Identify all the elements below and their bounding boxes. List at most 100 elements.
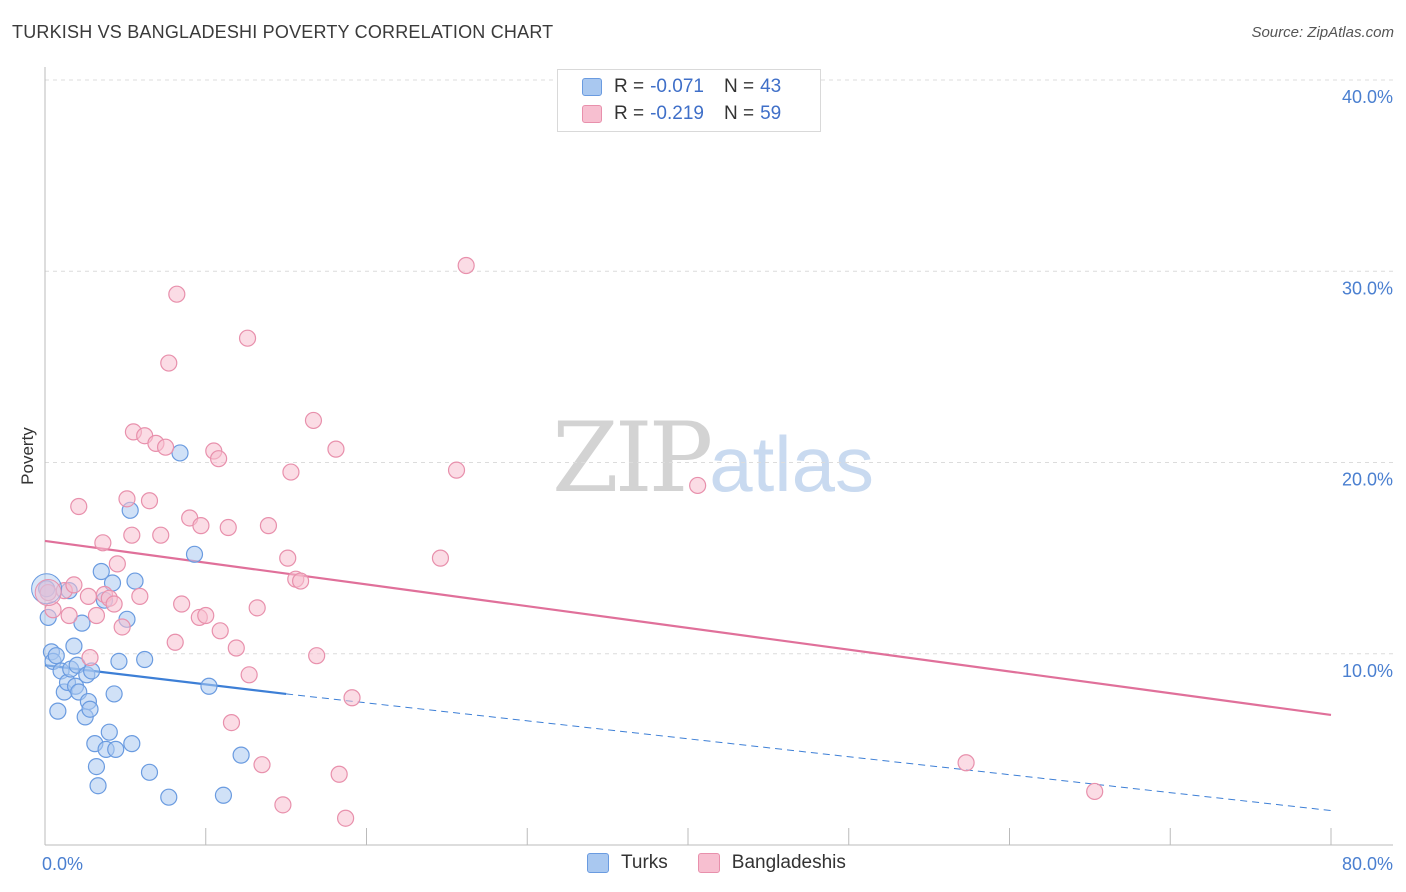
y-tick-label: 30.0% [1342, 278, 1393, 298]
turks-point [214, 786, 233, 804]
series-legend: Turks Bangladeshis [587, 852, 876, 874]
bangladeshis-point [253, 756, 271, 774]
bangladeshis-point [343, 689, 361, 707]
watermark-atlas: atlas [709, 420, 874, 508]
chart-title: TURKISH VS BANGLADESHI POVERTY CORRELATI… [12, 22, 554, 42]
tick-labels: 10.0% 20.0% 30.0% 40.0% 0.0% 80.0% [42, 87, 1393, 874]
bangladeshis-point [219, 518, 237, 537]
bangladeshis-point [210, 450, 228, 468]
source-label: Source: ZipAtlas.com [1251, 24, 1394, 41]
bangladeshis-point [227, 639, 245, 657]
legend-swatch-turks [582, 78, 602, 96]
legend-n-value: 59 [760, 103, 782, 124]
bangladeshis-point [240, 666, 258, 684]
bangladeshis-point [65, 576, 83, 594]
turks-point [100, 723, 118, 741]
bangladeshis-point [131, 587, 149, 605]
turks-trend-extension [286, 693, 1332, 812]
bangladeshis-point [156, 438, 175, 456]
legend-r-label: R = [614, 103, 645, 124]
legend-swatch-bangladeshis [697, 853, 720, 873]
legend-row-bangladeshis: R = -0.219 N = 59 [582, 102, 781, 126]
turks-point [160, 788, 178, 806]
bangladeshis-point [60, 606, 78, 625]
x-tick-label: 0.0% [42, 854, 83, 874]
legend-r-value: -0.071 [650, 76, 704, 97]
bangladeshis-point [79, 587, 98, 605]
bangladeshis-point [173, 595, 191, 613]
bangladeshis-point [87, 606, 106, 625]
y-tick-label: 40.0% [1342, 87, 1393, 107]
bangladeshis-point [327, 440, 345, 458]
legend-n-value: 43 [760, 76, 782, 97]
correlation-legend: R = -0.071 N = 43 R = -0.219 N = 59 [557, 69, 821, 132]
turks-point [126, 572, 144, 590]
y-tick-label: 10.0% [1342, 661, 1393, 681]
turks-point [136, 650, 154, 669]
bangladeshis-point [192, 517, 210, 535]
bangladeshis-point [81, 648, 99, 667]
turks-point [92, 562, 110, 581]
bangladeshis-point [274, 796, 292, 814]
bangladeshis-point [304, 411, 323, 430]
watermark-zip: ZIP [552, 402, 713, 514]
bangladeshis-point [238, 329, 257, 347]
bangladeshis-point [248, 599, 266, 617]
data-points [31, 256, 1104, 827]
bangladeshis-point [118, 490, 136, 508]
legend-label-bangladeshis: Bangladeshis [731, 852, 846, 873]
turks-point [89, 777, 107, 795]
turks-point [185, 545, 204, 563]
turks-point [200, 677, 218, 695]
legend-r-label: R = [614, 76, 645, 97]
legend-swatch-turks [587, 853, 609, 873]
bangladeshis-point [259, 517, 278, 535]
bangladeshis-trend-line [44, 539, 1332, 717]
bangladeshis-point [140, 492, 159, 510]
legend-n-label: N = [723, 76, 755, 97]
bangladeshis-point [1086, 782, 1104, 801]
turks-point [49, 702, 67, 720]
turks-point [73, 614, 91, 632]
turks-point [105, 685, 123, 703]
bangladeshis-point [166, 633, 184, 651]
x-tick-label: 80.0% [1342, 854, 1393, 874]
bangladeshis-point [689, 476, 707, 495]
turks-point [47, 647, 65, 665]
turks-point [81, 700, 99, 718]
bangladeshis-point [308, 647, 326, 665]
legend-item-turks[interactable]: Turks [587, 852, 668, 874]
bangladeshis-point [291, 572, 310, 590]
legend-item-bangladeshis[interactable]: Bangladeshis [697, 852, 846, 874]
bangladeshis-point [123, 526, 141, 544]
turks-point [123, 735, 141, 753]
bangladeshis-point [70, 497, 88, 516]
legend-r-value: -0.219 [650, 103, 704, 124]
legend-swatch-bangladeshis [582, 105, 602, 123]
axes [44, 67, 1393, 846]
zipatlas-watermark: ZIPatlas [552, 402, 874, 514]
bangladeshis-point [279, 549, 297, 567]
turks-point [87, 757, 106, 776]
turks-point [232, 746, 250, 764]
bangladeshis-point [152, 526, 170, 544]
turks-point [140, 763, 159, 781]
bangladeshis-point [330, 765, 348, 783]
bangladeshis-point [282, 463, 300, 481]
legend-n-label: N = [723, 103, 755, 124]
bangladeshis-point [168, 285, 186, 303]
bangladeshis-point [197, 606, 215, 625]
bangladeshis-point [94, 534, 112, 552]
turks-point [171, 444, 189, 462]
bangladeshis-point [457, 256, 475, 275]
bangladeshis-point [337, 809, 355, 827]
turks-point [65, 637, 83, 655]
legend-label-turks: Turks [621, 852, 668, 873]
y-tick-label: 20.0% [1342, 470, 1393, 490]
turks-point [107, 740, 125, 758]
bangladeshis-point [431, 549, 450, 567]
bangladeshis-point [222, 713, 241, 732]
legend-row-turks: R = -0.071 N = 43 [582, 75, 781, 99]
bangladeshis-point [113, 618, 131, 636]
